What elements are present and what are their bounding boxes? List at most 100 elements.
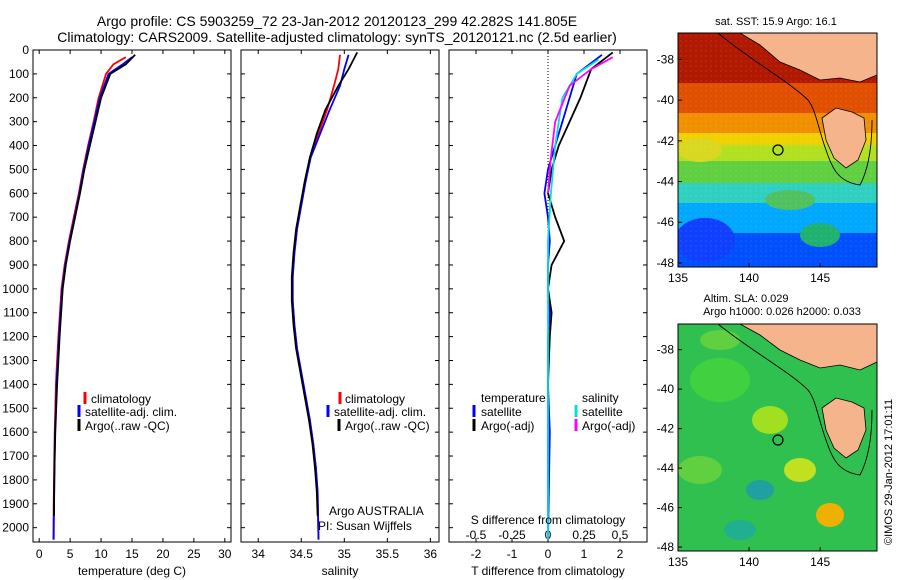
s-tick-label: -0.5 — [466, 528, 487, 542]
sla-map-axes: 135 140 145 -38 -40 -42 -44 -46 -48 — [657, 343, 831, 569]
map-x-tick-label: 145 — [810, 555, 830, 569]
legend-climatology-label: climatology — [91, 392, 151, 406]
sst-map-frame — [677, 32, 878, 268]
series-line-climatology — [52, 56, 127, 540]
y-tick-label: 1400 — [2, 377, 29, 391]
legend-argo-label: Argo(..raw -QC) — [85, 419, 170, 433]
map-y-tick-label: -40 — [657, 382, 675, 396]
difference-legend: temperature satellite Argo(-adj) salinit… — [472, 391, 635, 433]
y-tick-label: 1000 — [2, 282, 29, 296]
map-y-tick-label: -40 — [657, 93, 675, 107]
map-y-tick-label: -46 — [657, 501, 675, 515]
legend-temperature-title: temperature — [481, 391, 546, 405]
y-tick-label: 100 — [9, 67, 29, 81]
map-x-tick-label: 145 — [810, 271, 830, 285]
float-pi-annotation: PI: Susan Wijffels — [318, 519, 412, 533]
difference-axes: -2 -1 0 1 2-0.5 -0.25 0 0.25 0.5 — [449, 49, 647, 561]
series-line-argo-raw-qc- — [290, 51, 359, 516]
sla-map-title-line2: Argo h1000: 0.026 h2000: 0.033 — [703, 306, 861, 318]
y-tick-label: 200 — [9, 91, 29, 105]
figure-title-line2: Climatology: CARS2009. Satellite-adjuste… — [57, 29, 617, 45]
legend-climatology-label: climatology — [345, 392, 405, 406]
x-tick-label: 15 — [125, 547, 139, 561]
salinity-axes: 34 34.5 35 35.5 36 — [241, 49, 439, 561]
y-tick-label: 1300 — [2, 353, 29, 367]
y-tick-label: 500 — [9, 162, 29, 176]
y-tick-label: 700 — [9, 210, 29, 224]
y-tick-label: 400 — [9, 139, 29, 153]
argo-location-marker — [772, 144, 784, 156]
x-tick-label: 2 — [617, 547, 624, 561]
salinity-panel-frame — [240, 49, 440, 543]
temperature-axes: 0 100 200 300 400 500 600 700 800 900 1000 1100 1200… — [2, 43, 232, 561]
y-tick-label: 900 — [9, 258, 29, 272]
x-tick-label: 25 — [187, 547, 201, 561]
legend-s-argo: Argo(-adj) — [582, 419, 635, 433]
map-x-tick-label: 135 — [668, 271, 688, 285]
x-tick-label: 36 — [424, 547, 438, 561]
map-x-tick-label: 140 — [739, 555, 759, 569]
y-tick-label: 1200 — [2, 330, 29, 344]
map-y-tick-label: -44 — [657, 461, 675, 475]
temperature-series-group — [52, 54, 136, 540]
x-tick-label: 0 — [545, 547, 552, 561]
map-y-tick-label: -38 — [657, 343, 675, 357]
sst-map-axes: 135 140 145 -38 -40 -42 -44 -46 -48 — [657, 52, 831, 285]
temperature-legend: climatology satellite-adj. clim. Argo(..… — [77, 392, 177, 433]
y-tick-label: 800 — [9, 234, 29, 248]
y-tick-label: 1600 — [2, 425, 29, 439]
map-x-tick-label: 135 — [668, 555, 688, 569]
x-tick-label: 1 — [581, 547, 588, 561]
x-tick-label: 34.5 — [290, 547, 314, 561]
x-tick-label: 5 — [67, 547, 74, 561]
y-tick-label: 1800 — [2, 473, 29, 487]
series-line-argo-raw-qc- — [53, 54, 136, 516]
legend-t-argo: Argo(-adj) — [481, 419, 534, 433]
series-line-s-argo-adj- — [547, 56, 614, 194]
imos-credit: ©IMOS 29-Jan-2012 17:01:11 — [883, 399, 895, 545]
figure-title-line1: Argo profile: CS 5903259_72 23-Jan-2012 … — [97, 13, 577, 29]
legend-argo-label: Argo(..raw -QC) — [345, 419, 430, 433]
map-y-tick-label: -46 — [657, 215, 675, 229]
difference-xlabel-top: S difference from climatology — [471, 513, 626, 527]
x-tick-label: -1 — [507, 547, 518, 561]
y-tick-label: 600 — [9, 186, 29, 200]
float-program-annotation: Argo AUSTRALIA — [329, 504, 424, 518]
map-y-tick-label: -48 — [657, 540, 675, 554]
x-tick-label: 10 — [94, 547, 108, 561]
legend-t-satellite: satellite — [481, 405, 522, 419]
legend-satellite-label: satellite-adj. clim. — [85, 405, 177, 419]
argo-location-marker — [772, 434, 784, 446]
s-tick-label: 0.25 — [572, 528, 596, 542]
x-tick-label: 35.5 — [376, 547, 400, 561]
legend-satellite-label: satellite-adj. clim. — [334, 405, 426, 419]
salinity-series-group — [290, 51, 359, 540]
x-tick-label: 35 — [338, 547, 352, 561]
sla-map-title-line1: Altim. SLA: 0.029 — [704, 293, 789, 305]
legend-s-satellite: satellite — [582, 405, 623, 419]
legend-salinity-title: salinity — [582, 391, 619, 405]
series-line-t-satellite — [543, 54, 603, 540]
temperature-xlabel: temperature (deg C) — [78, 564, 186, 578]
salinity-xlabel: salinity — [322, 564, 359, 578]
sst-map-field — [678, 33, 877, 267]
y-tick-label: 2000 — [2, 521, 29, 535]
map-y-tick-label: -42 — [657, 422, 675, 436]
x-tick-label: 20 — [156, 547, 170, 561]
salinity-legend: climatology satellite-adj. clim. Argo(..… — [326, 392, 430, 433]
y-tick-label: 1100 — [3, 306, 29, 320]
y-tick-label: 1500 — [2, 401, 29, 415]
x-tick-label: -2 — [471, 547, 482, 561]
x-tick-label: 30 — [218, 547, 232, 561]
series-line-s-satellite — [547, 58, 599, 540]
y-tick-label: 1700 — [2, 449, 29, 463]
series-line-t-argo-adj- — [547, 51, 614, 516]
map-y-tick-label: -38 — [657, 52, 675, 66]
x-tick-label: 34 — [252, 547, 266, 561]
y-tick-label: 0 — [22, 43, 29, 57]
sla-map-frame — [677, 323, 878, 552]
map-x-tick-label: 140 — [739, 271, 759, 285]
map-y-tick-label: -44 — [657, 175, 675, 189]
y-tick-label: 300 — [9, 115, 29, 129]
